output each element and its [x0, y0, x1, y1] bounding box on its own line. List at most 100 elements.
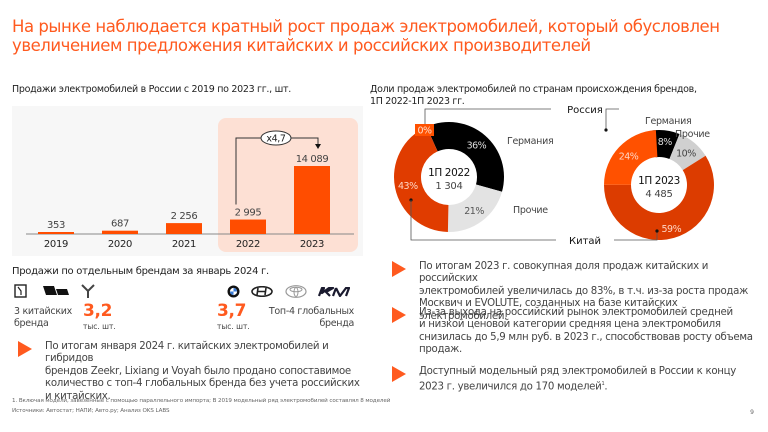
donut-center-title: 1П 2022: [428, 167, 470, 179]
right-bullet-3: Доступный модельный ряд электромобилей в…: [392, 366, 762, 394]
donut-center-value: 4 485: [645, 189, 672, 200]
right-bullet-line-text: 2023 г. увеличился до 170 моделей: [419, 381, 602, 393]
bmw-icon: [227, 285, 240, 298]
legend-others-label: Прочие: [513, 205, 548, 216]
right-bullet-3-text: Доступный модельный ряд электромобилей в…: [419, 366, 736, 394]
category-label: 2019: [44, 239, 68, 250]
left-bullet-line: и китайских.: [45, 390, 111, 402]
right-bullet-line: снизилась до 5,9 млн руб. в 2023 г., спо…: [419, 331, 753, 343]
bar-value-label: 2 256: [171, 211, 198, 222]
right-bullet-1: По итогам 2023 г. совокупная доля продаж…: [392, 261, 762, 322]
bar-chart-title: Продажи электромобилей в России с 2019 п…: [12, 84, 291, 95]
category-label: 2023: [300, 239, 324, 250]
right-bullet-line: и низкой ценовой категории средняя цена …: [419, 319, 721, 331]
hyundai-icon: [251, 286, 273, 297]
slice-label: 24%: [619, 152, 639, 163]
bar-2019: [38, 232, 74, 234]
global-brands-label: Топ-4 глобальных бренда: [262, 306, 354, 329]
china-connector-left: [410, 200, 556, 241]
growth-label: x4,7: [266, 134, 285, 145]
donut-center-value: 1 304: [435, 181, 462, 192]
bar-2023: [294, 166, 330, 234]
legend-germany-label: Германия: [507, 136, 553, 147]
slice-Китай: [393, 126, 449, 232]
bullet-arrow-icon: [18, 341, 32, 357]
right-bullet-line: Из-за выхода на российский рынок электро…: [419, 307, 733, 318]
donut-center-title: 1П 2023: [638, 175, 680, 187]
slice-Прочие: [447, 184, 502, 232]
right-bullet-line: По итогам 2023 г. совокупная доля продаж…: [419, 261, 709, 285]
legend-china-label: Китай: [569, 236, 601, 247]
slice-Германия: [426, 122, 504, 192]
bar-2022: [230, 219, 266, 234]
slice-label: 43%: [398, 181, 418, 192]
chinese-brands-value: 3,2: [83, 301, 113, 321]
bar-value-label: 14 089: [296, 154, 329, 165]
slice-Китай: [604, 155, 714, 240]
right-bullet-line: электромобилей увеличилась до 83%, в т.ч…: [419, 285, 748, 297]
global-brands-label-line2: бренда: [319, 317, 354, 329]
right-bullet-line: 2023 г. увеличился до 170 моделей1.: [419, 378, 736, 394]
right-bullet-line: Москвич и EVOLUTE, созданных на базе кит…: [419, 298, 678, 322]
page-title: На рынке наблюдается кратный рост продаж…: [12, 17, 720, 55]
global-brands-unit: тыс. шт.: [217, 322, 250, 331]
slice-label: 21%: [464, 206, 484, 217]
legend-others-label: Прочие: [675, 129, 710, 140]
slice-label: 36%: [467, 141, 487, 152]
left-bullet-text: По итогам января 2024 г. китайских элект…: [45, 341, 378, 403]
footnote-ref: 1: [601, 381, 605, 388]
donut-chart-title-text: Доли продаж электромобилей по странам пр…: [370, 84, 697, 107]
bar-2020: [102, 230, 138, 234]
russia-connector-left: [424, 108, 551, 124]
footnote-sources: Источники: Автостат; НАПИ; Авто.ру; Анал…: [12, 408, 170, 414]
right-bullet-line: Доступный модельный ряд электромобилей в…: [419, 366, 736, 377]
slice-Россия: [604, 130, 658, 185]
bullet-arrow-icon: [392, 307, 406, 323]
lixiang-icon: [43, 286, 69, 295]
category-label: 2020: [108, 239, 132, 250]
growth-badge: [260, 130, 292, 146]
bullet-arrow-icon: [392, 261, 406, 277]
bar-chart-panel: 353 2019 687 2020 2 256 2021 2 995 2022 14 089 20…: [12, 106, 363, 256]
slice-label: 0%: [417, 126, 432, 137]
chinese-brands-unit: тыс. шт.: [83, 322, 116, 331]
slice-Германия: [652, 130, 680, 160]
chinese-brands-label: 3 китайских бренда: [14, 306, 72, 329]
toyota-icon: [285, 285, 307, 298]
arrow-down-icon: [315, 144, 321, 149]
slice-Прочие: [669, 133, 706, 171]
left-bullet-line: количество с топ-4 глобальных бренда без…: [45, 378, 360, 390]
bar-chart: 353 2019 687 2020 2 256 2021 2 995 2022 14 089 20…: [26, 118, 358, 252]
bar-2021: [166, 223, 202, 234]
footnote-1: 1. Включая модели, завезенные с помощью …: [12, 398, 391, 404]
global-brands-group: 3,7 тыс. шт. Топ-4 глобальных бренда: [200, 284, 370, 339]
bullet-arrow-icon: [392, 366, 406, 382]
right-bullet-1-text: По итогам 2023 г. совокупная доля продаж…: [419, 261, 762, 323]
global-brands-value: 3,7: [217, 301, 247, 321]
slice-label: 10%: [676, 148, 696, 159]
right-bullet-2: Из-за выхода на российский рынок электро…: [392, 307, 762, 359]
donut-chart-title: Доли продаж электромобилей по странам пр…: [370, 84, 710, 108]
voyah-icon: [81, 284, 95, 298]
bar-value-label: 687: [111, 219, 129, 230]
zeekr-icon: [14, 284, 27, 298]
legend-russia-label: Россия: [567, 105, 603, 116]
right-bullet-line: продаж.: [419, 344, 462, 356]
connector-dot: [655, 229, 659, 233]
chinese-brands-label-line1: 3 китайских: [14, 306, 72, 317]
brands-section-title: Продажи по отдельным брендам за январь 2…: [12, 266, 269, 277]
chinese-brands-group: 3 китайских бренда 3,2 тыс. шт.: [14, 284, 134, 339]
right-bullet-2-text: Из-за выхода на российский рынок электро…: [419, 307, 753, 357]
legend-germany-label: Германия: [645, 116, 691, 127]
connector-dot: [604, 128, 608, 132]
slice-label: 59%: [661, 224, 681, 235]
kia-icon: [318, 287, 350, 297]
slice-label: 8%: [658, 137, 673, 148]
left-bullet: По итогам января 2024 г. китайских элект…: [18, 341, 378, 402]
chinese-brands-label-line2: бренда: [14, 317, 49, 329]
russia-zero-box: [415, 124, 434, 136]
category-label: 2022: [236, 239, 260, 250]
left-bullet-line: брендов Zeekr, Lixiang и Voyah было прод…: [45, 365, 351, 377]
bar-value-label: 353: [47, 220, 65, 231]
russia-connector-right: [605, 108, 619, 129]
